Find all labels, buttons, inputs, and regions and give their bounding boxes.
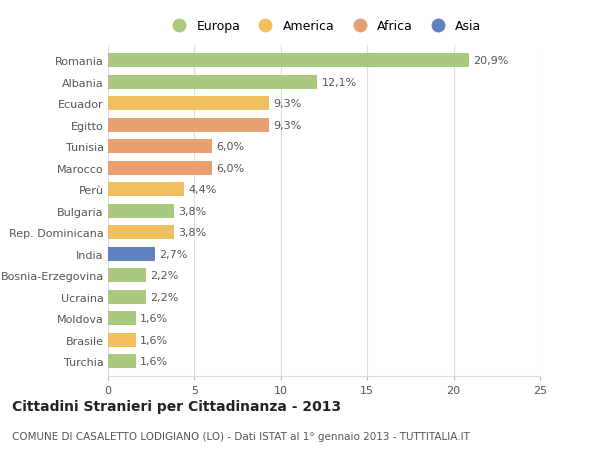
Text: 20,9%: 20,9% xyxy=(473,56,509,66)
Bar xyxy=(108,269,146,282)
Text: 6,0%: 6,0% xyxy=(216,142,244,152)
Text: 1,6%: 1,6% xyxy=(140,313,168,324)
Bar xyxy=(108,312,136,325)
Bar xyxy=(108,183,184,196)
Text: 2,2%: 2,2% xyxy=(151,270,179,280)
Legend: Europa, America, Africa, Asia: Europa, America, Africa, Asia xyxy=(166,20,482,33)
Bar xyxy=(108,333,136,347)
Bar xyxy=(108,118,269,132)
Text: 12,1%: 12,1% xyxy=(322,78,356,87)
Text: Cittadini Stranieri per Cittadinanza - 2013: Cittadini Stranieri per Cittadinanza - 2… xyxy=(12,399,341,413)
Text: 9,3%: 9,3% xyxy=(273,120,301,130)
Text: 2,7%: 2,7% xyxy=(159,249,187,259)
Text: 2,2%: 2,2% xyxy=(151,292,179,302)
Text: 1,6%: 1,6% xyxy=(140,335,168,345)
Text: 4,4%: 4,4% xyxy=(188,185,217,195)
Text: 6,0%: 6,0% xyxy=(216,163,244,173)
Bar xyxy=(108,204,173,218)
Bar xyxy=(108,226,173,240)
Bar xyxy=(108,161,212,175)
Text: COMUNE DI CASALETTO LODIGIANO (LO) - Dati ISTAT al 1° gennaio 2013 - TUTTITALIA.: COMUNE DI CASALETTO LODIGIANO (LO) - Dat… xyxy=(12,431,470,442)
Bar xyxy=(108,97,269,111)
Bar xyxy=(108,54,469,68)
Bar xyxy=(108,290,146,304)
Bar xyxy=(108,75,317,90)
Text: 3,8%: 3,8% xyxy=(178,206,206,216)
Bar xyxy=(108,354,136,368)
Text: 9,3%: 9,3% xyxy=(273,99,301,109)
Text: 3,8%: 3,8% xyxy=(178,228,206,238)
Bar xyxy=(108,247,155,261)
Bar xyxy=(108,140,212,154)
Text: 1,6%: 1,6% xyxy=(140,356,168,366)
